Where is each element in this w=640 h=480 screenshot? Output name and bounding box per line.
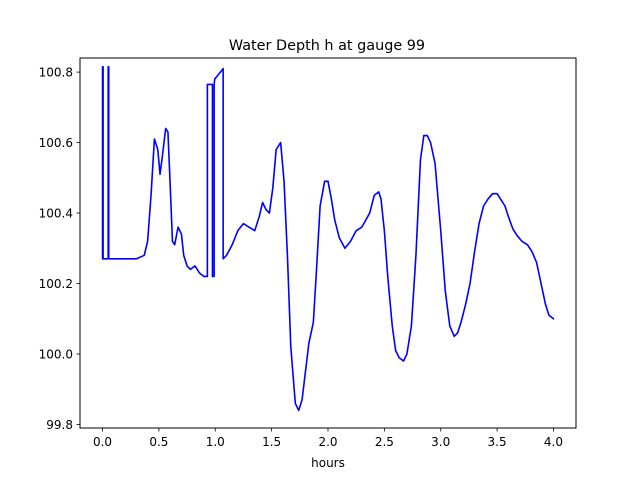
- x-tick-label: 0.5: [149, 435, 168, 449]
- x-tick-label: 3.0: [431, 435, 450, 449]
- x-axis-label: hours: [311, 456, 345, 470]
- y-tick-label: 100.8: [39, 66, 73, 80]
- plot-area: [101, 66, 555, 412]
- y-tick-label: 100.2: [39, 277, 73, 291]
- x-tick-label: 2.5: [375, 435, 394, 449]
- x-tick-label: 1.0: [206, 435, 225, 449]
- y-tick-label: 100.6: [39, 136, 73, 150]
- x-axis: 0.0 0.5 1.0 1.5 2.0 2.5 3.0 3.5 4.0: [93, 428, 563, 449]
- series-line-1: [101, 66, 555, 412]
- y-tick-label: 100.0: [39, 348, 73, 362]
- x-tick-label: 0.0: [93, 435, 112, 449]
- x-tick-label: 1.5: [262, 435, 281, 449]
- y-tick-label: 99.8: [46, 418, 73, 432]
- y-tick-label: 100.4: [39, 207, 73, 221]
- plot-frame: [79, 57, 577, 429]
- y-axis: 99.8 100.0 100.2 100.4 100.6 100.8: [39, 66, 80, 432]
- chart-title: Water Depth h at gauge 99: [229, 38, 425, 54]
- x-tick-label: 2.0: [318, 435, 337, 449]
- x-tick-label: 4.0: [544, 435, 563, 449]
- x-tick-label: 3.5: [488, 435, 507, 449]
